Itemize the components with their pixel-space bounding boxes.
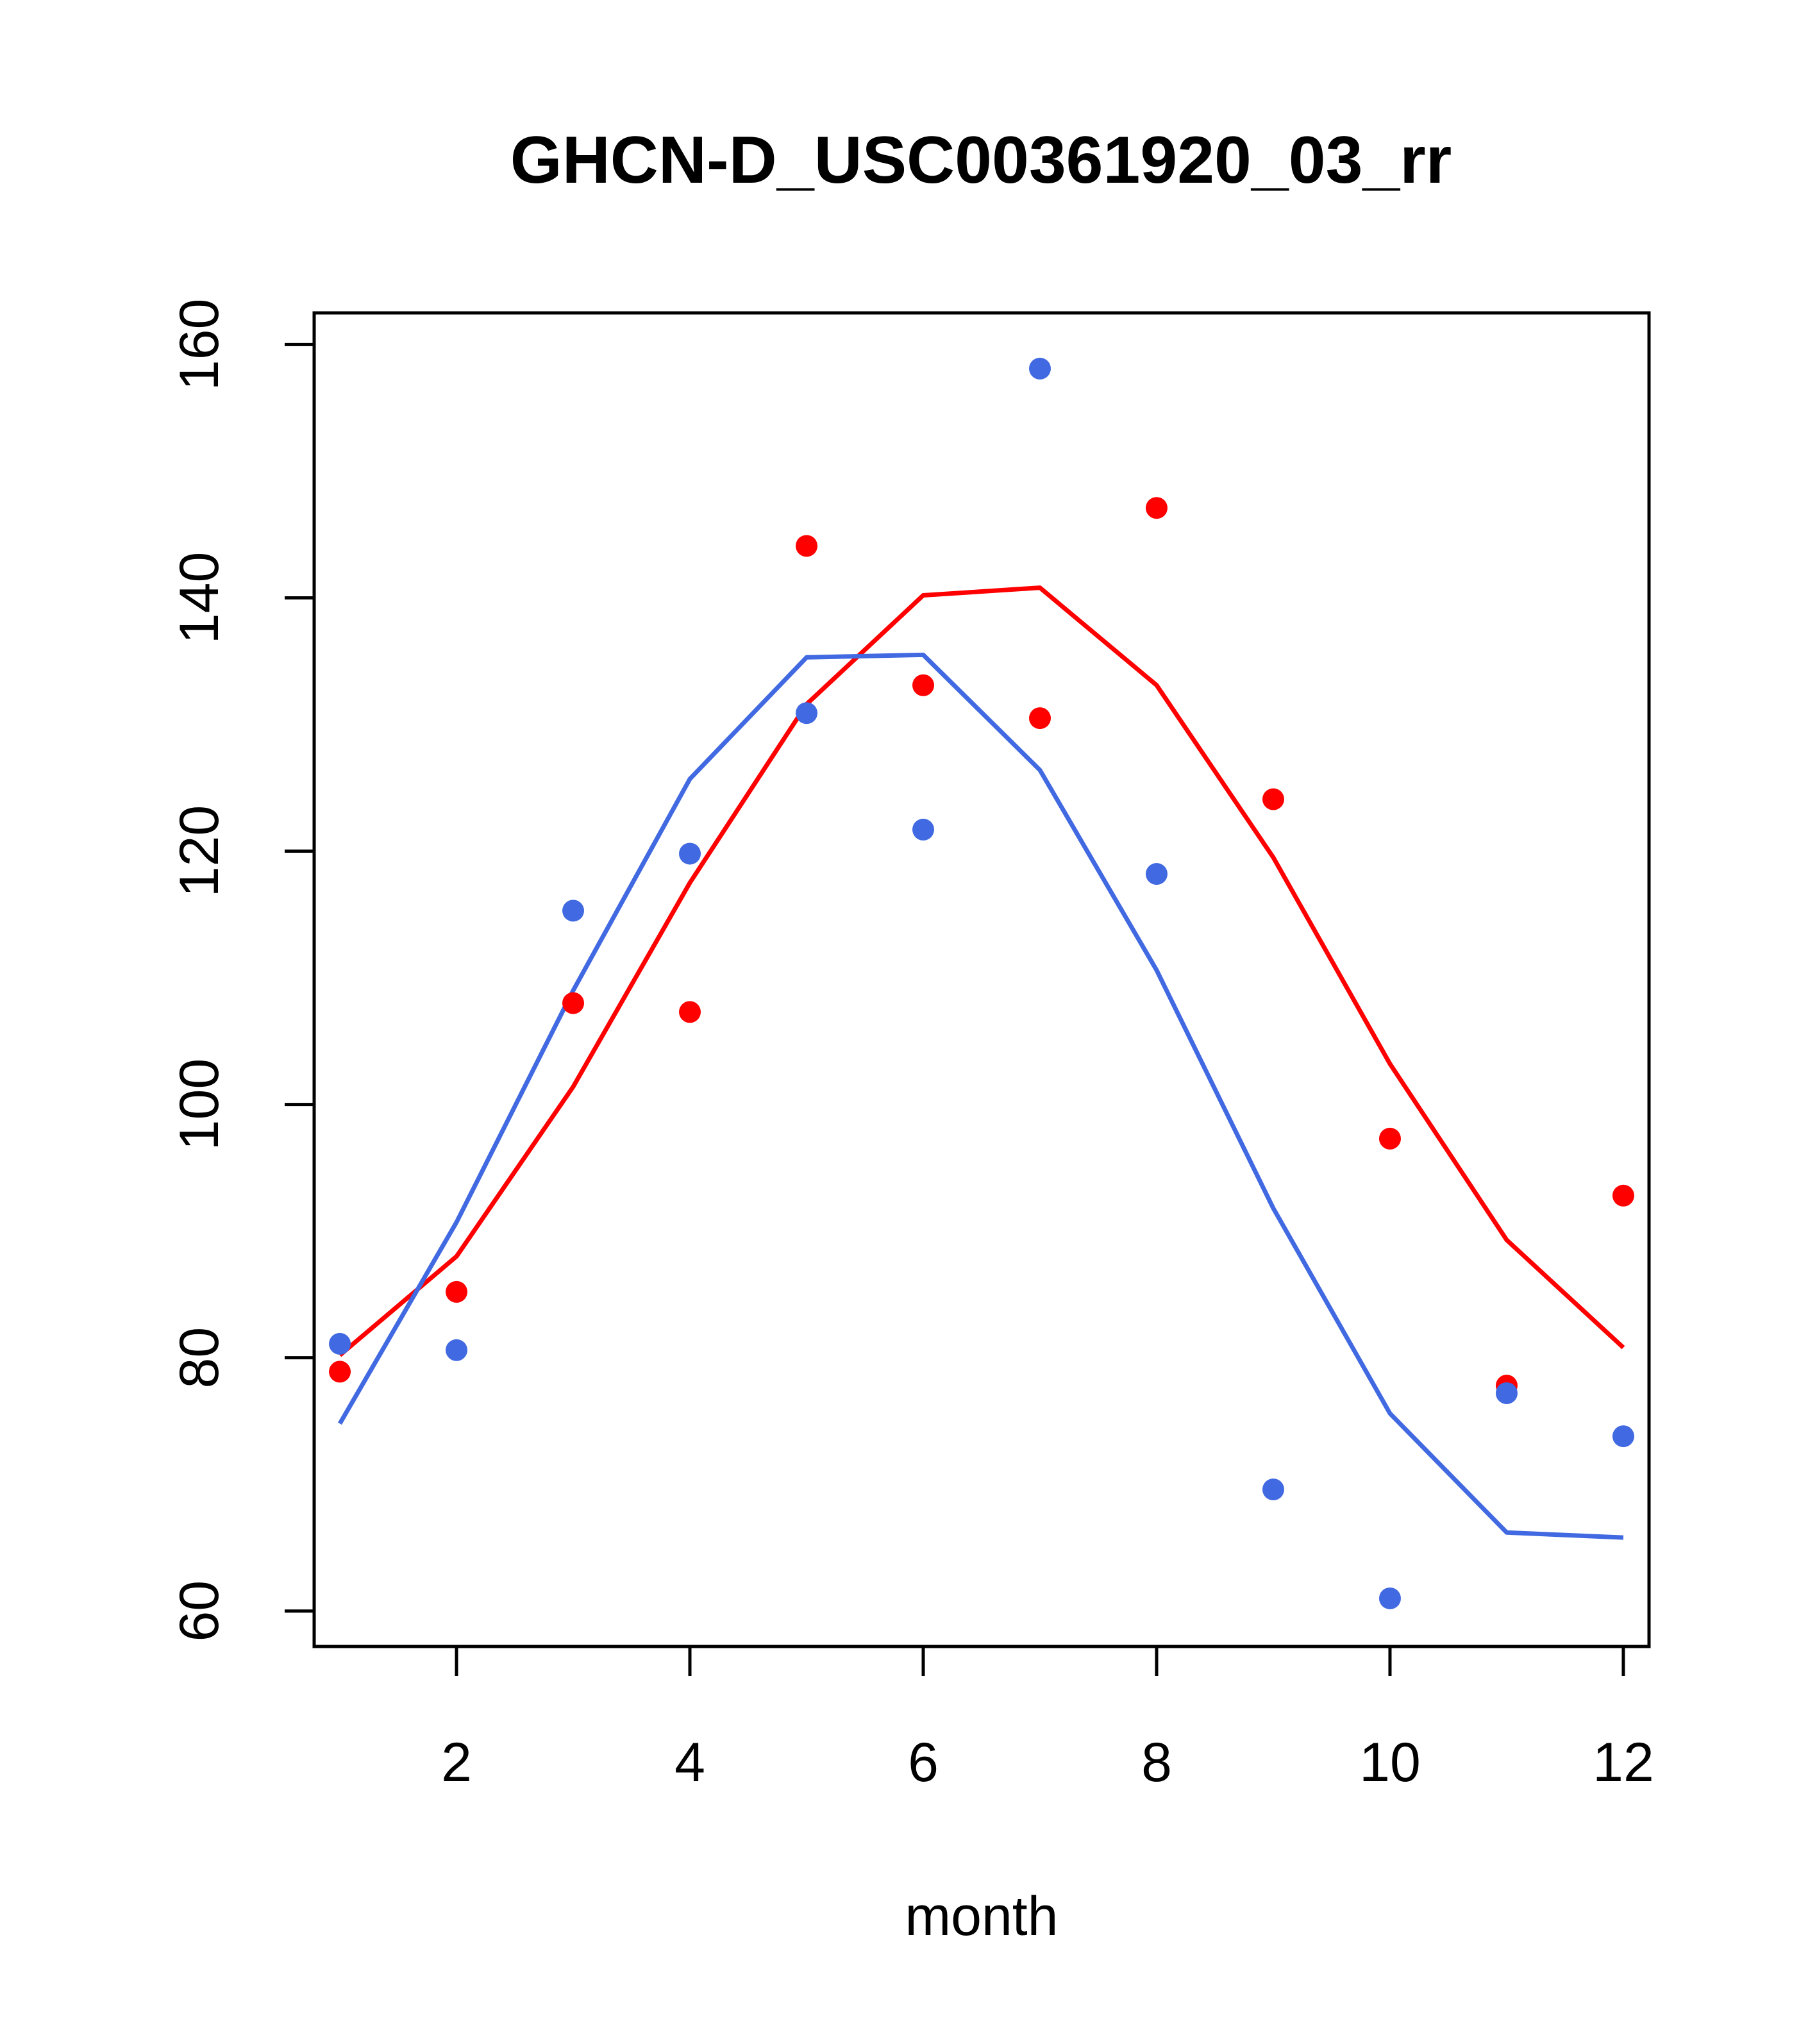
data-point: [1612, 1184, 1634, 1207]
series-points: [329, 357, 1634, 1609]
data-point: [562, 900, 585, 922]
y-tick-label: 120: [169, 805, 230, 898]
data-point: [679, 842, 701, 865]
y-tick-label: 140: [169, 552, 230, 644]
x-tick-label: 4: [674, 1732, 705, 1793]
data-point: [1028, 707, 1051, 730]
x-tick-label: 10: [1359, 1732, 1421, 1793]
y-axis: 60 80 100 120 140 160: [169, 299, 314, 1642]
data-point: [1145, 497, 1168, 519]
y-tick-label: 80: [169, 1327, 230, 1389]
data-point: [679, 1001, 701, 1023]
data-point: [1378, 1587, 1401, 1609]
data-point: [796, 702, 818, 725]
data-point: [912, 674, 935, 696]
x-tick-label: 8: [1141, 1732, 1172, 1793]
data-point: [1612, 1425, 1634, 1448]
data-point: [1495, 1382, 1518, 1404]
x-tick-label: 2: [441, 1732, 472, 1793]
data-point: [1378, 1127, 1401, 1150]
data-point: [446, 1339, 468, 1361]
y-tick-label: 100: [169, 1059, 230, 1151]
data-point: [329, 1361, 351, 1383]
data-point: [796, 535, 818, 557]
data-point: [1262, 788, 1284, 810]
chart-title: GHCN-D_USC00361920_03_rr: [510, 123, 1452, 197]
data-point: [446, 1280, 468, 1303]
series-lines: [338, 585, 1625, 1540]
data-point: [1145, 863, 1168, 885]
x-axis: 2 4 6 8 10 12: [441, 1646, 1654, 1793]
y-tick-label: 160: [169, 299, 230, 391]
series-line: [338, 652, 1624, 1540]
x-axis-label: month: [905, 1886, 1058, 1947]
plot-area: 2 4 6 8 10 12 60 80 100 120 140 160: [169, 299, 1654, 1793]
y-tick-label: 60: [169, 1580, 230, 1642]
x-tick-label: 12: [1593, 1732, 1654, 1793]
data-point: [562, 992, 585, 1014]
data-point: [912, 818, 935, 841]
data-point: [1028, 357, 1051, 380]
x-tick-label: 6: [908, 1732, 939, 1793]
plot-frame: [312, 311, 1651, 1648]
data-point: [329, 1332, 351, 1355]
series-line: [338, 585, 1625, 1357]
data-point: [1262, 1479, 1284, 1501]
